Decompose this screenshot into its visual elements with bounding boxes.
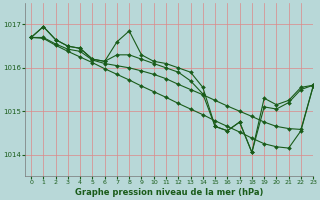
X-axis label: Graphe pression niveau de la mer (hPa): Graphe pression niveau de la mer (hPa) bbox=[75, 188, 263, 197]
